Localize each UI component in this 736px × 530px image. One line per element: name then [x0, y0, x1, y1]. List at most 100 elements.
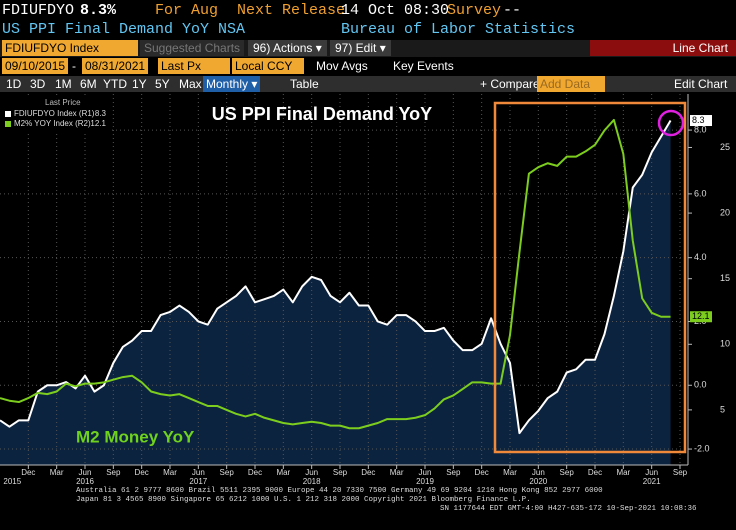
currency-field[interactable]: Local CCY: [232, 58, 304, 74]
frequency[interactable]: Monthly ▾: [203, 76, 261, 92]
y2-tick-label: 15: [720, 273, 730, 283]
y-tick-label: -2.0: [694, 443, 710, 453]
value-badge: [690, 311, 712, 323]
release: 14 Oct 08:30: [341, 2, 450, 19]
suggested-charts[interactable]: Suggested Charts: [140, 40, 245, 56]
y-tick-label: 4.0: [694, 252, 707, 262]
line: [0, 118, 671, 430]
x-tick-label: Mar: [50, 468, 64, 477]
year-label: 2021: [643, 477, 661, 486]
year-label: 2015: [3, 477, 21, 486]
footer-line: Japan 81 3 4565 8900 Singapore 65 6212 1…: [76, 496, 531, 504]
area: [0, 120, 671, 465]
x-tick-label: Jun: [645, 468, 658, 477]
annotation: M2 Money YoY: [76, 427, 195, 446]
chart-title: US PPI Final Demand YoY: [212, 104, 432, 124]
x-tick-label: Mar: [616, 468, 630, 477]
x-tick-label: Dec: [475, 468, 489, 477]
year-label: 2018: [303, 477, 321, 486]
last-value: 8.3%: [80, 2, 117, 19]
x-tick-label: Sep: [560, 468, 575, 477]
range-button[interactable]: 5Y: [155, 77, 170, 91]
period: For Aug: [155, 2, 219, 19]
table-button[interactable]: Table: [290, 77, 319, 91]
x-tick-label: Jun: [419, 468, 432, 477]
legend-title: Last Price: [45, 98, 81, 107]
range-button[interactable]: 6M: [80, 77, 97, 91]
x-tick-label: Dec: [135, 468, 149, 477]
edit-button[interactable]: 97) Edit ▾: [330, 40, 391, 56]
end-date[interactable]: 08/31/2021: [82, 58, 149, 74]
x-tick-label: Jun: [79, 468, 92, 477]
y2-tick-label: 20: [720, 207, 730, 217]
legend-swatch: [5, 111, 11, 117]
chart-type-label: Line Chart: [672, 41, 728, 55]
range-button[interactable]: 1Y: [132, 77, 147, 91]
start-date[interactable]: 09/10/2015: [2, 58, 69, 74]
highlight-box: [493, 101, 687, 454]
x-tick-label: Sep: [106, 468, 121, 477]
value-badge-label: 12.1: [692, 311, 710, 321]
x-tick-label: Sep: [446, 468, 461, 477]
description: US PPI Final Demand YoY NSA: [2, 21, 246, 38]
legend-swatch: [5, 121, 11, 127]
year-label: 2019: [416, 477, 434, 486]
y2-tick-label: 5: [720, 404, 725, 414]
y-tick-label: 6.0: [694, 188, 707, 198]
edit-chart[interactable]: Edit Chart: [674, 77, 728, 91]
legend-bg: [0, 97, 110, 133]
x-tick-label: Dec: [361, 468, 375, 477]
range-button[interactable]: YTD: [103, 77, 127, 91]
legend-label: FDIUFDYO Index (R1): [14, 109, 95, 118]
x-tick-label: Dec: [588, 468, 602, 477]
ticker: FDIUFDYO: [2, 2, 75, 19]
x-tick-label: Mar: [276, 468, 290, 477]
x-tick-label: Mar: [163, 468, 177, 477]
year-label: 2020: [529, 477, 547, 486]
y-tick-label: 0.0: [694, 380, 707, 390]
year-label: 2017: [189, 477, 207, 486]
legend-value: 12.1: [90, 119, 106, 128]
range-button[interactable]: 3D: [30, 77, 46, 91]
footer-line: Australia 61 2 9777 8600 Brazil 5511 239…: [76, 487, 603, 495]
x-tick-label: Dec: [21, 468, 35, 477]
x-tick-label: Mar: [503, 468, 517, 477]
chart-type[interactable]: Line Chart: [590, 40, 736, 56]
footer-line: SN 1177644 EDT GMT-4:00 H427-635-172 10-…: [440, 505, 697, 513]
y2-tick-label: 10: [720, 339, 730, 349]
legend-value: 8.3: [95, 109, 107, 118]
legend-label: M2% YOY Index (R2): [14, 119, 91, 128]
chart: US PPI Final Demand YoY M2 Money YoY Las…: [0, 94, 730, 486]
x-tick-label: Jun: [532, 468, 545, 477]
x-tick-label: Jun: [305, 468, 318, 477]
x-tick-label: Sep: [333, 468, 348, 477]
x-tick-label: Mar: [390, 468, 404, 477]
year-label: 2016: [76, 477, 94, 486]
x-tick-label: Sep: [220, 468, 235, 477]
source: Bureau of Labor Statistics: [341, 21, 576, 38]
y2-tick-label: 25: [720, 142, 730, 152]
range-button[interactable]: 1M: [55, 77, 72, 91]
date-dash: -: [72, 59, 76, 73]
add-data[interactable]: Add Data: [537, 76, 605, 92]
mov-avgs[interactable]: Mov Avgs: [316, 59, 368, 73]
y-tick-label: 8.0: [694, 124, 707, 134]
x-tick-label: Dec: [248, 468, 262, 477]
line: [0, 120, 672, 435]
highlight-circle: [657, 109, 685, 137]
key-events[interactable]: Key Events: [393, 59, 454, 73]
range-button[interactable]: Max: [179, 77, 202, 91]
survey: --: [503, 2, 522, 19]
actions-button[interactable]: 96) Actions ▾: [248, 40, 327, 56]
value-badge: [690, 115, 712, 127]
value-badge-label: 8.3: [692, 115, 705, 125]
range-button[interactable]: 1D: [6, 77, 22, 91]
compare-button[interactable]: + Compare ▾: [480, 77, 550, 91]
x-tick-label: Jun: [192, 468, 205, 477]
price-field[interactable]: Last Px: [158, 58, 230, 74]
survey-label: Survey: [447, 2, 502, 19]
release-label: Next Release: [237, 2, 346, 19]
security-input[interactable]: FDIUFDYO Index: [2, 40, 138, 56]
x-tick-label: Sep: [673, 468, 688, 477]
